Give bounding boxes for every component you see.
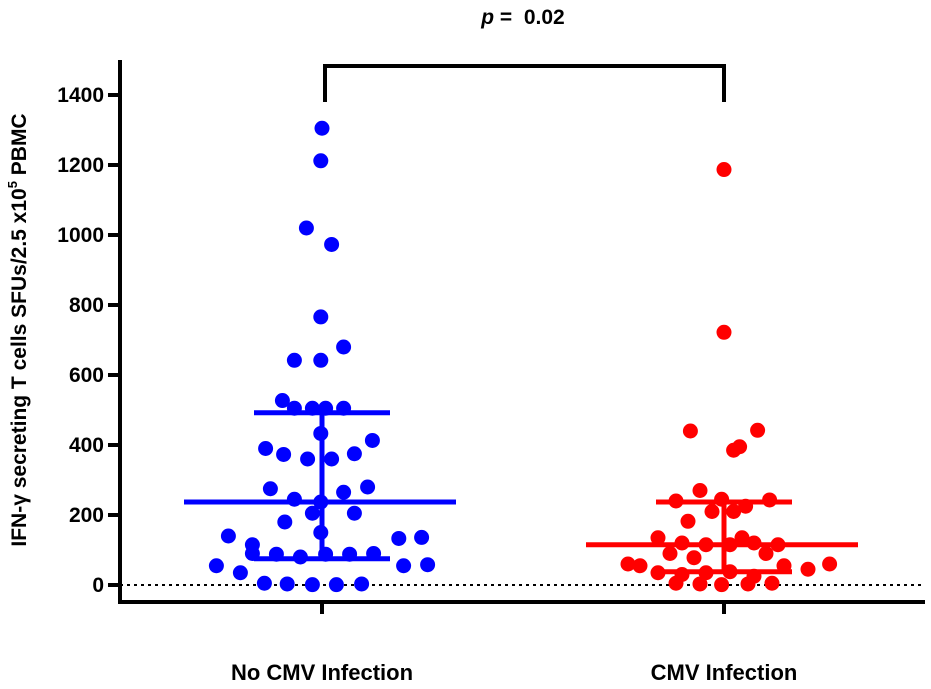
data-point <box>662 546 678 561</box>
data-point <box>286 352 302 368</box>
data-point <box>391 530 407 546</box>
p-value-symbol: p <box>480 6 494 29</box>
significance-bracket-line <box>323 64 726 102</box>
data-point <box>364 432 380 448</box>
data-point <box>324 451 340 467</box>
y-tick-label: 400 <box>69 434 104 457</box>
data-point <box>304 505 320 521</box>
y-axis-label-superscript: 5 <box>5 181 20 188</box>
data-point <box>668 575 684 591</box>
data-point <box>686 550 702 566</box>
data-point <box>632 558 648 574</box>
data-point <box>256 575 272 591</box>
data-point <box>313 309 329 325</box>
data-point <box>758 546 774 561</box>
data-point <box>336 484 352 500</box>
data-point <box>716 324 732 340</box>
data-point <box>277 514 293 530</box>
data-point <box>704 504 720 519</box>
data-point <box>692 576 708 592</box>
y-tick-label: 0 <box>92 574 104 597</box>
y-axis-label-suffix: PBMC <box>8 113 31 181</box>
data-point <box>304 577 320 593</box>
data-point <box>714 577 730 593</box>
category-label-cmv: CMV Infection <box>651 660 798 685</box>
significance-bracket <box>323 64 726 102</box>
data-point <box>346 446 362 462</box>
category-label-no-cmv: No CMV Infection <box>231 660 413 685</box>
data-point <box>313 153 329 169</box>
data-point <box>680 513 696 529</box>
data-point <box>692 483 708 498</box>
data-point <box>313 352 329 368</box>
data-point <box>258 441 274 456</box>
data-point <box>208 558 224 574</box>
y-tick-label: 1200 <box>57 154 104 177</box>
data-point <box>346 505 362 521</box>
data-point <box>262 481 278 497</box>
y-tick-label: 800 <box>69 294 104 317</box>
axes: 0 200 400 600 800 1000 1200 1400 <box>57 60 925 614</box>
x-ticks <box>320 602 726 614</box>
y-tick-label: 1000 <box>57 224 104 247</box>
data-point <box>300 451 316 467</box>
data-point <box>732 439 748 455</box>
data-point <box>396 558 412 574</box>
series-group <box>586 162 858 593</box>
data-point <box>220 528 236 544</box>
data-point <box>354 576 370 592</box>
data-point <box>279 576 295 592</box>
p-value-text: = 0.02 <box>494 6 565 29</box>
data-point <box>716 162 732 178</box>
data-marks <box>120 120 925 593</box>
data-point <box>298 220 314 236</box>
y-axis-label-main: IFN-γ secreting T cells SFUs/2.5 x10 <box>8 188 31 546</box>
y-tick-label: 1400 <box>57 84 104 107</box>
data-point <box>276 446 292 462</box>
data-point <box>750 422 766 438</box>
data-point <box>650 530 666 546</box>
y-axis-label: IFN-γ secreting T cells SFUs/2.5 x105 PB… <box>5 113 31 546</box>
data-point <box>822 556 838 572</box>
data-point <box>734 530 750 546</box>
data-point <box>328 577 344 593</box>
data-point <box>620 556 636 572</box>
y-tick-label: 600 <box>69 364 104 387</box>
data-point <box>682 423 698 439</box>
data-point <box>726 504 742 519</box>
data-point <box>800 561 816 577</box>
data-point <box>764 575 780 591</box>
y-ticks: 0 200 400 600 800 1000 1200 1400 <box>57 84 120 597</box>
data-point <box>232 565 248 581</box>
data-point <box>336 339 352 355</box>
y-tick-label: 200 <box>69 504 104 527</box>
p-value-annotation: p = 0.02 <box>480 6 564 29</box>
data-point <box>740 576 756 592</box>
data-point <box>414 529 430 545</box>
data-point <box>314 120 330 136</box>
data-point <box>274 393 290 409</box>
data-point <box>420 557 436 573</box>
series-group <box>184 120 456 593</box>
data-point <box>360 479 376 495</box>
data-point <box>324 236 340 252</box>
